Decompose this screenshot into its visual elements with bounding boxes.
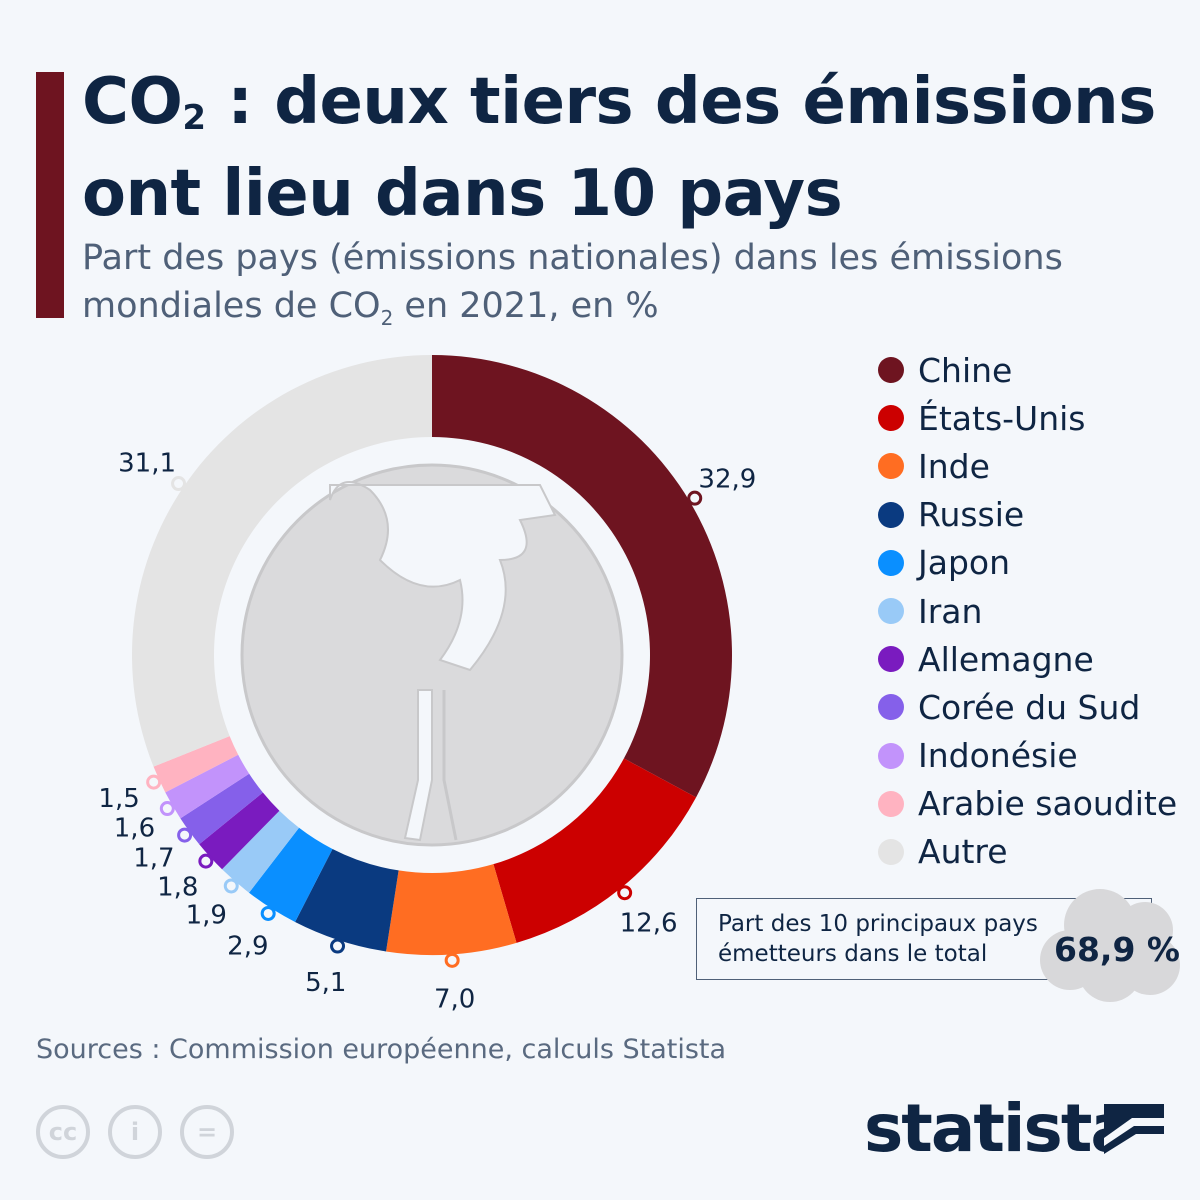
data-label: 7,0 [434,984,475,1014]
legend-swatch [878,549,904,576]
legend-label: Chine [918,350,1013,390]
legend-label: Autre [918,832,1008,872]
legend-label: Iran [918,591,983,631]
label-marker [159,801,175,817]
legend-label: Inde [918,446,990,486]
legend-label: Russie [918,495,1025,535]
page-title: CO2 : deux tiers des émissions ont lieu d… [82,65,1156,231]
label-marker [330,938,346,954]
attribution-icon[interactable]: i [108,1105,162,1159]
data-label: 1,5 [98,784,139,814]
data-label: 1,8 [157,873,198,903]
cloud-icon [1040,889,1180,1002]
legend-label: Arabie saoudite [918,784,1178,824]
source-text: Sources : Commission européenne, calculs… [36,1034,727,1065]
total-share-value: 68,9 % [1054,930,1180,969]
slice-indonésie [165,754,250,819]
legend-swatch [878,357,904,384]
factory-smoke-illustration [240,463,624,847]
cc-icon[interactable]: cc [36,1105,90,1159]
callout-text: Part des 10 principaux pays émetteurs dan… [718,911,1038,967]
slice-corée-du-sud [180,773,263,845]
legend-swatch [878,790,904,817]
statista-logo: statista [864,1090,1135,1167]
data-label: 32,9 [698,465,756,495]
data-label: 1,6 [114,814,155,844]
legend-swatch [878,838,904,865]
label-marker [177,827,193,843]
legend-item: Allemagne [878,635,1177,683]
legend-label: États-Unis [918,398,1086,438]
slice-arabie-saoudite [153,736,239,793]
legend-label: Indonésie [918,736,1078,776]
slice-iran [222,810,300,893]
slice-chine [432,355,732,798]
legend-label: Japon [918,543,1011,583]
legend-swatch [878,453,904,480]
data-label: 31,1 [118,448,176,478]
slice-autre [131,355,433,767]
label-marker [198,853,214,869]
legend-item: États-Unis [878,394,1177,442]
label-marker [444,952,460,968]
no-derivatives-icon[interactable]: = [180,1105,234,1159]
legend-item: Russie [878,491,1177,539]
legend-label: Allemagne [918,639,1094,679]
label-marker [171,476,187,492]
slice-russie [295,848,399,952]
legend-swatch [878,646,904,673]
label-marker [260,905,276,921]
legend-item: Japon [878,539,1177,587]
legend-item: Corée du Sud [878,683,1177,731]
data-label: 12,6 [620,908,678,938]
legend-item: Arabie saoudite [878,780,1177,828]
data-label: 5,1 [305,968,346,998]
label-marker [617,885,633,901]
data-label: 1,9 [186,901,227,931]
label-marker [687,490,703,506]
legend-swatch [878,742,904,769]
legend-item: Indonésie [878,732,1177,780]
legend-item: Autre [878,828,1177,876]
data-label: 2,9 [227,932,268,962]
slice-allemagne [199,792,280,870]
legend: Chine États-Unis Inde Russie Japon Iran Allema… [878,346,1177,876]
legend-swatch [878,501,904,528]
subtitle: Part des pays (émissions nationales) dan… [82,238,1063,330]
statista-logo-mark [1104,1104,1164,1164]
legend-swatch [878,405,904,432]
slice-états-unis [493,758,697,943]
title-accent-bar [36,72,64,318]
legend-item: Chine [878,346,1177,394]
legend-label: Corée du Sud [918,687,1141,727]
slice-japon [249,827,333,922]
legend-swatch [878,598,904,625]
legend-swatch [878,694,904,721]
legend-item: Inde [878,442,1177,490]
label-marker [223,878,239,894]
legend-item: Iran [878,587,1177,635]
label-marker [146,774,162,790]
data-label: 1,7 [133,843,174,873]
slice-inde [386,864,517,955]
